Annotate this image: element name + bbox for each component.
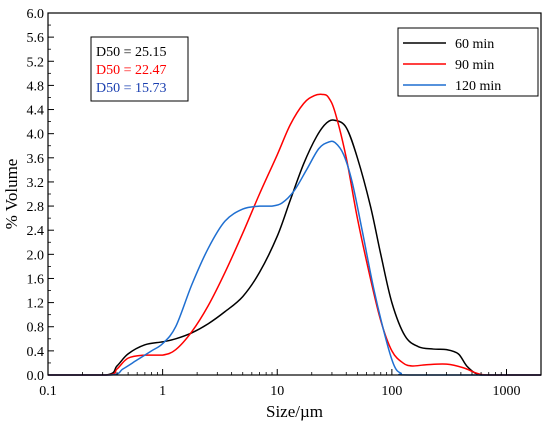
- legend-label-60min: 60 min: [455, 37, 494, 52]
- y-tick-label: 5.6: [27, 31, 45, 46]
- legend: 60 min 90 min 120 min: [397, 27, 539, 97]
- x-axis-ticks: 0.1 1 10 100 1000: [39, 369, 520, 399]
- y-tick-label: 0.4: [27, 345, 45, 360]
- x-tick-label: 100: [381, 384, 402, 399]
- y-tick-label: 3.2: [27, 176, 45, 191]
- series-line-90min: [48, 93, 541, 376]
- y-tick-label: 4.0: [27, 128, 45, 143]
- y-tick-label: 4.8: [27, 79, 45, 94]
- x-tick-label: 10: [270, 384, 284, 399]
- legend-label-90min: 90 min: [455, 58, 494, 73]
- y-tick-label: 2.4: [27, 224, 45, 239]
- annotation-d50-120min: D50 = 15.73: [96, 81, 167, 96]
- annotation-d50-60min: D50 = 25.15: [96, 45, 167, 60]
- y-tick-label: 5.2: [27, 55, 45, 70]
- plot-curves: [48, 93, 541, 376]
- y-tick-label: 2.0: [27, 248, 45, 263]
- legend-label-120min: 120 min: [455, 79, 501, 94]
- y-tick-label: 4.4: [27, 104, 45, 119]
- annotation-d50-90min: D50 = 22.47: [96, 63, 167, 78]
- y-axis-title: % Volume: [2, 159, 21, 230]
- y-tick-label: 0.8: [27, 321, 45, 336]
- y-tick-label: 2.8: [27, 200, 45, 215]
- x-tick-label: 1: [159, 384, 166, 399]
- x-tick-label: 1000: [492, 384, 520, 399]
- annotation-frame: [90, 36, 189, 102]
- d50-annotation-box: D50 = 25.15 D50 = 22.47 D50 = 15.73: [90, 36, 189, 102]
- series-line-120min: [48, 140, 541, 376]
- y-tick-label: 1.6: [27, 272, 45, 287]
- x-axis-title: Size/µm: [266, 402, 323, 421]
- y-tick-label: 0.0: [27, 369, 45, 384]
- y-tick-label: 3.6: [27, 152, 45, 167]
- x-tick-label: 0.1: [39, 384, 57, 399]
- series-line-60min: [48, 119, 541, 376]
- y-tick-label: 1.2: [27, 297, 45, 312]
- y-axis-ticks: 0.0 0.4 0.8 1.2 1.6 2.0 2.4 2.8 3.2 3.6 4.0 4.4 4.8 5…: [27, 7, 54, 384]
- y-tick-label: 6.0: [27, 7, 45, 22]
